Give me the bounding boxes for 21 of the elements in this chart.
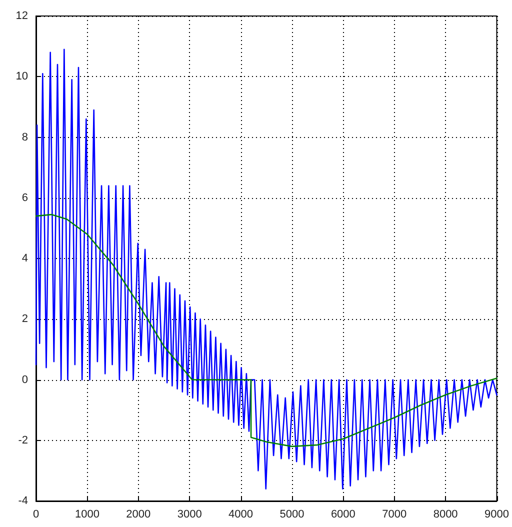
x-tick-label: 5000: [280, 508, 304, 520]
y-tick-label: 12: [16, 10, 28, 22]
line-series: [35, 48, 498, 490]
x-tick-label: 1000: [74, 508, 100, 520]
x-tick-label: 0: [32, 508, 40, 520]
x-tick-label: 3000: [177, 508, 202, 520]
y-tick-label: -2: [18, 434, 28, 446]
line-series: [35, 214, 498, 448]
y-tick-label: 6: [22, 192, 28, 204]
y-tick-label: -4: [18, 495, 28, 507]
x-tick-label: 7000: [382, 508, 407, 520]
y-tick-label: 4: [22, 252, 28, 264]
y-tick-label: 8: [22, 131, 28, 144]
x-tick-label: 2000: [126, 508, 151, 520]
y-tick-label: 10: [16, 70, 28, 83]
x-tick-label: 9000: [484, 508, 510, 520]
y-tick-label: 2: [22, 313, 28, 326]
x-tick-label: 8000: [433, 508, 458, 520]
y-tick-label: 0: [22, 374, 28, 386]
x-tick-label: 4000: [228, 508, 254, 520]
x-tick-label: 6000: [330, 508, 356, 520]
